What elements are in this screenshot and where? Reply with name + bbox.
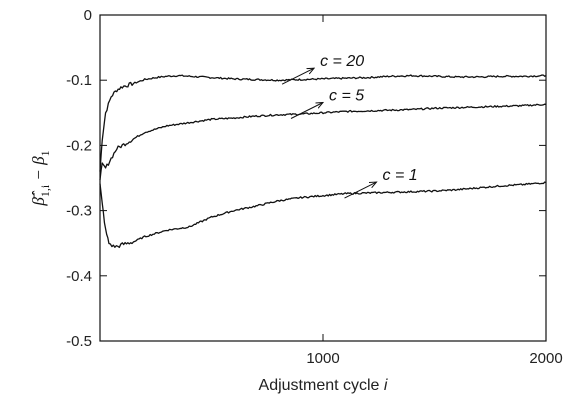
annotation-label-2: c = 5	[329, 87, 364, 104]
annotations: c = 20 c = 5 c = 1	[281, 53, 418, 199]
annotation-arrow	[290, 102, 323, 119]
ticks: 0 -0.1 -0.2 -0.3 -0.4 -0.5 1000 2000	[66, 7, 563, 367]
annotation-label-1: c = 20	[320, 53, 364, 70]
annotation-arrow	[344, 182, 377, 199]
annotation-label-3: c = 1	[383, 167, 418, 184]
series-line-1	[99, 74, 547, 172]
y-tick-label: -0.4	[66, 268, 92, 285]
series-layer	[99, 74, 547, 249]
annotation-arrow	[281, 68, 314, 85]
y-axis-label: β̄̂1,i − β1	[29, 150, 52, 206]
y-axis-label-sub-1i: 1,i	[38, 184, 52, 197]
svg-text:β̄̂1,i − β1: β̄̂1,i − β1	[29, 150, 52, 206]
x-axis-label: Adjustment cycle i	[259, 377, 388, 394]
y-axis-label-minus-beta: − β	[29, 156, 48, 185]
x-tick-label: 1000	[306, 350, 339, 367]
y-axis-label-sub-1: 1	[38, 150, 52, 156]
x-tick-label: 2000	[529, 350, 562, 367]
series-line-3	[99, 181, 547, 249]
y-tick-label: 0	[84, 7, 92, 24]
series-line-2	[99, 103, 547, 181]
y-tick-label: -0.1	[66, 72, 92, 89]
y-tick-label: -0.2	[66, 137, 92, 154]
y-tick-label: -0.5	[66, 333, 92, 350]
y-tick-label: -0.3	[66, 203, 92, 220]
x-axis-variable: i	[384, 377, 388, 394]
